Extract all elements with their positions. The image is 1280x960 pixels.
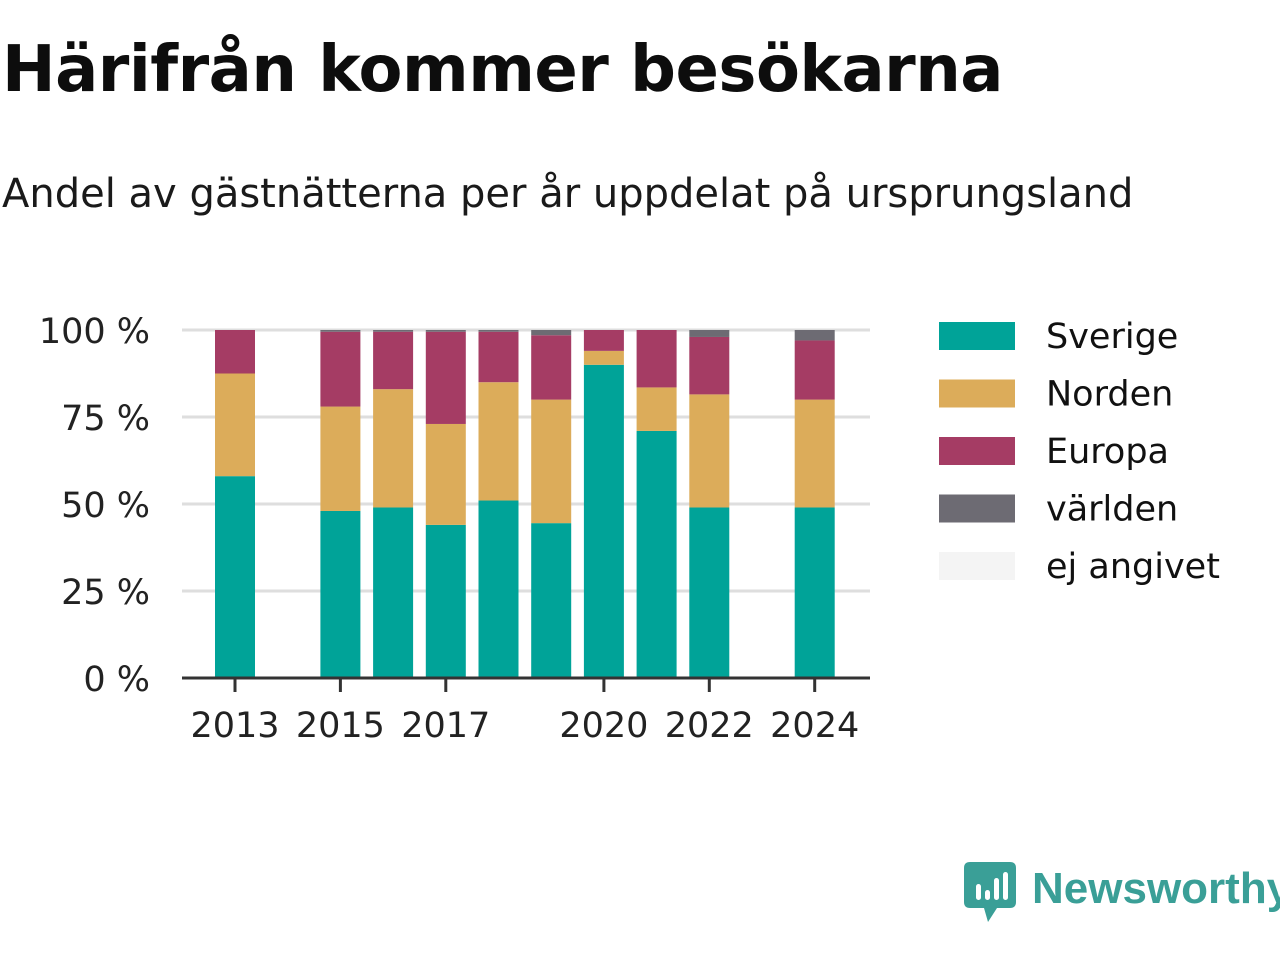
bar-segment bbox=[794, 340, 835, 400]
y-tick-label: 0 % bbox=[83, 660, 150, 700]
legend-label: Norden bbox=[1046, 375, 1173, 415]
bar-segment bbox=[794, 399, 835, 508]
legend-swatch bbox=[939, 379, 1015, 408]
bar-segment bbox=[373, 330, 414, 332]
x-tick-label: 2020 bbox=[559, 706, 648, 746]
legend: Sverige Norden Europa världen ej angivet bbox=[939, 317, 1220, 587]
bar-segment bbox=[425, 330, 466, 332]
bar-segment bbox=[531, 523, 572, 678]
bar-segment bbox=[689, 394, 730, 508]
bar-segment bbox=[636, 430, 677, 678]
bar-segment bbox=[425, 524, 466, 678]
legend-swatch bbox=[939, 494, 1015, 523]
bar-segment bbox=[320, 510, 361, 678]
bar-segment bbox=[583, 350, 624, 365]
y-tick-label: 75 % bbox=[61, 399, 150, 439]
bar-segment bbox=[478, 382, 519, 501]
bar-segment bbox=[425, 423, 466, 525]
axes: 0 % 25 % 50 % 75 % 100 % 2013 2015 2017 2020 2022… bbox=[39, 312, 870, 746]
chart-subtitle: Andel av gästnätterna per år uppdelat på… bbox=[2, 171, 1134, 217]
legend-swatch bbox=[939, 437, 1015, 465]
bar-segment bbox=[373, 331, 414, 390]
bar-segment bbox=[478, 500, 519, 678]
chart-title: Härifrån kommer besökarna bbox=[2, 33, 1003, 107]
bar-segment bbox=[320, 331, 361, 407]
y-tick-label: 25 % bbox=[61, 573, 150, 613]
newsworthy-logo-icon bbox=[964, 862, 1016, 922]
bar-segment bbox=[636, 387, 677, 431]
bar-segment bbox=[215, 373, 255, 477]
bar-segment bbox=[478, 331, 519, 383]
bar-segment bbox=[320, 406, 361, 511]
bar-segment bbox=[478, 330, 519, 332]
legend-label: ej angivet bbox=[1046, 547, 1220, 587]
legend-label: Europa bbox=[1046, 432, 1169, 472]
gridlines bbox=[182, 328, 870, 593]
bar-segment bbox=[215, 330, 255, 374]
bar-segment bbox=[215, 476, 255, 678]
bar-segment bbox=[689, 507, 730, 678]
bars bbox=[215, 330, 835, 678]
bar-segment bbox=[373, 507, 414, 678]
bar-segment bbox=[689, 330, 730, 337]
x-tick-label: 2024 bbox=[770, 706, 859, 746]
bar-segment bbox=[583, 330, 624, 351]
legend-label: Sverige bbox=[1046, 317, 1178, 357]
x-tick-label: 2017 bbox=[401, 706, 490, 746]
x-tick-label: 2022 bbox=[665, 706, 754, 746]
y-tick-label: 100 % bbox=[39, 312, 150, 352]
brand-logo[interactable]: Newsworthy bbox=[964, 862, 1280, 926]
bar-segment bbox=[425, 331, 466, 424]
bar-segment bbox=[583, 364, 624, 678]
bar-segment bbox=[636, 330, 677, 388]
x-tick-label: 2013 bbox=[190, 706, 279, 746]
bar-segment bbox=[531, 335, 572, 400]
bar-segment bbox=[689, 336, 730, 395]
x-tick-label: 2015 bbox=[296, 706, 385, 746]
legend-swatch bbox=[939, 552, 1015, 580]
bar-segment bbox=[531, 330, 572, 336]
bar-segment bbox=[373, 389, 414, 508]
bar-segment bbox=[320, 330, 361, 332]
legend-label: världen bbox=[1046, 490, 1178, 530]
brand-name: Newsworthy bbox=[1032, 864, 1280, 913]
y-tick-label: 50 % bbox=[61, 486, 150, 526]
bar-segment bbox=[794, 507, 835, 678]
bar-segment bbox=[531, 399, 572, 524]
bar-segment bbox=[794, 330, 835, 341]
legend-swatch bbox=[939, 322, 1015, 350]
